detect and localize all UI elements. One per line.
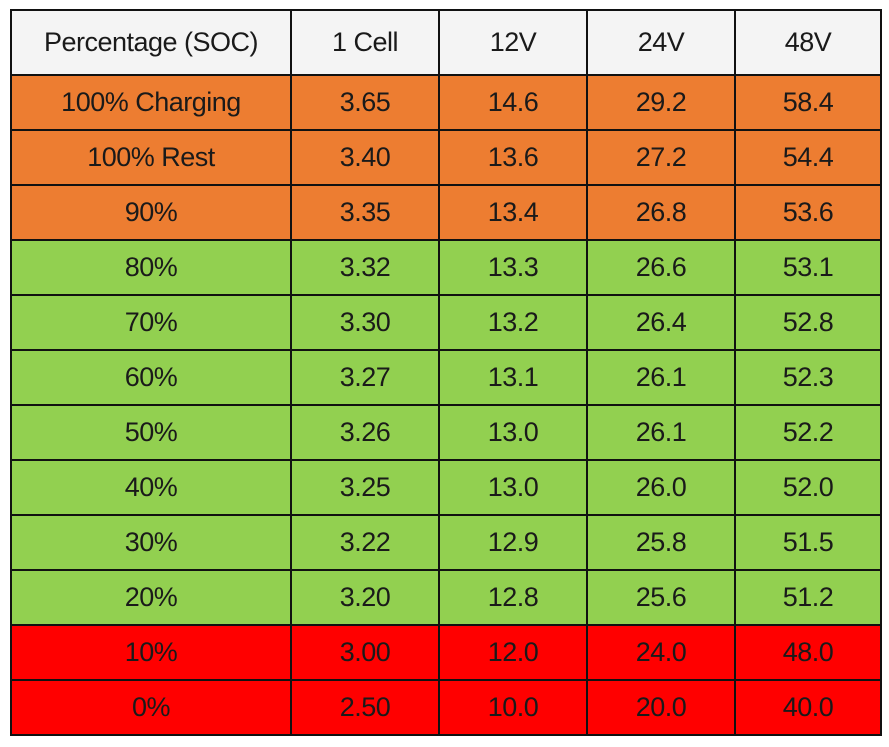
table-cell: 3.40 (290, 129, 440, 186)
table-row: 100% Charging 3.65 14.6 29.2 58.4 (10, 74, 882, 131)
table-cell: 24.0 (586, 624, 736, 681)
table-cell: 40% (10, 459, 292, 516)
table-cell: 13.6 (438, 129, 588, 186)
table-cell: 13.0 (438, 459, 588, 516)
table-cell: 53.6 (734, 184, 882, 241)
table-cell: 3.35 (290, 184, 440, 241)
table-cell: 40.0 (734, 679, 882, 736)
table-cell: 3.27 (290, 349, 440, 406)
table-cell: 26.6 (586, 239, 736, 296)
table-cell: 58.4 (734, 74, 882, 131)
table-row: 60% 3.27 13.1 26.1 52.3 (10, 349, 882, 406)
table-cell: 26.1 (586, 404, 736, 461)
table-cell: 52.0 (734, 459, 882, 516)
table-row: 30% 3.22 12.9 25.8 51.5 (10, 514, 882, 571)
table-cell: 20.0 (586, 679, 736, 736)
table-cell: 100% Charging (10, 74, 292, 131)
table-cell: 13.2 (438, 294, 588, 351)
table-cell: 13.3 (438, 239, 588, 296)
table-cell: 52.8 (734, 294, 882, 351)
table-row: 90% 3.35 13.4 26.8 53.6 (10, 184, 882, 241)
header-cell: Percentage (SOC) (10, 9, 292, 76)
table-cell: 26.8 (586, 184, 736, 241)
table-cell: 0% (10, 679, 292, 736)
table-cell: 29.2 (586, 74, 736, 131)
table-cell: 20% (10, 569, 292, 626)
header-cell: 48V (734, 9, 882, 76)
header-cell: 1 Cell (290, 9, 440, 76)
table-cell: 10% (10, 624, 292, 681)
table-cell: 27.2 (586, 129, 736, 186)
table-cell: 26.0 (586, 459, 736, 516)
header-cell: 12V (438, 9, 588, 76)
table-row: 10% 3.00 12.0 24.0 48.0 (10, 624, 882, 681)
table-cell: 12.8 (438, 569, 588, 626)
table-cell: 12.9 (438, 514, 588, 571)
table-cell: 54.4 (734, 129, 882, 186)
table-cell: 48.0 (734, 624, 882, 681)
soc-table: Percentage (SOC) 1 Cell 12V 24V 48V 100% Cha… (10, 9, 882, 736)
table-row: 80% 3.32 13.3 26.6 53.1 (10, 239, 882, 296)
table-cell: 80% (10, 239, 292, 296)
table-cell: 90% (10, 184, 292, 241)
table-row: 0% 2.50 10.0 20.0 40.0 (10, 679, 882, 736)
table-row: 100% Rest 3.40 13.6 27.2 54.4 (10, 129, 882, 186)
table-cell: 26.1 (586, 349, 736, 406)
table-cell: 3.22 (290, 514, 440, 571)
table-row: 40% 3.25 13.0 26.0 52.0 (10, 459, 882, 516)
table-cell: 14.6 (438, 74, 588, 131)
table-cell: 3.20 (290, 569, 440, 626)
table-body: 100% Charging 3.65 14.6 29.2 58.4 100% Rest 3.… (10, 74, 882, 736)
table-cell: 50% (10, 404, 292, 461)
table-cell: 25.8 (586, 514, 736, 571)
table-row: 70% 3.30 13.2 26.4 52.8 (10, 294, 882, 351)
table-cell: 51.2 (734, 569, 882, 626)
table-cell: 10.0 (438, 679, 588, 736)
table-cell: 3.30 (290, 294, 440, 351)
table-cell: 3.65 (290, 74, 440, 131)
table-cell: 3.26 (290, 404, 440, 461)
table-cell: 52.3 (734, 349, 882, 406)
table-cell: 70% (10, 294, 292, 351)
table-cell: 3.25 (290, 459, 440, 516)
table-cell: 52.2 (734, 404, 882, 461)
table-row: 50% 3.26 13.0 26.1 52.2 (10, 404, 882, 461)
table-cell: 60% (10, 349, 292, 406)
header-row: Percentage (SOC) 1 Cell 12V 24V 48V (10, 9, 882, 76)
table-cell: 13.0 (438, 404, 588, 461)
table-cell: 2.50 (290, 679, 440, 736)
table-cell: 26.4 (586, 294, 736, 351)
header-cell: 24V (586, 9, 736, 76)
table-row: 20% 3.20 12.8 25.6 51.2 (10, 569, 882, 626)
table-cell: 30% (10, 514, 292, 571)
table-cell: 51.5 (734, 514, 882, 571)
table-cell: 100% Rest (10, 129, 292, 186)
table-cell: 12.0 (438, 624, 588, 681)
table-cell: 13.1 (438, 349, 588, 406)
table-cell: 25.6 (586, 569, 736, 626)
table-cell: 3.00 (290, 624, 440, 681)
table-cell: 53.1 (734, 239, 882, 296)
table-cell: 3.32 (290, 239, 440, 296)
table-cell: 13.4 (438, 184, 588, 241)
